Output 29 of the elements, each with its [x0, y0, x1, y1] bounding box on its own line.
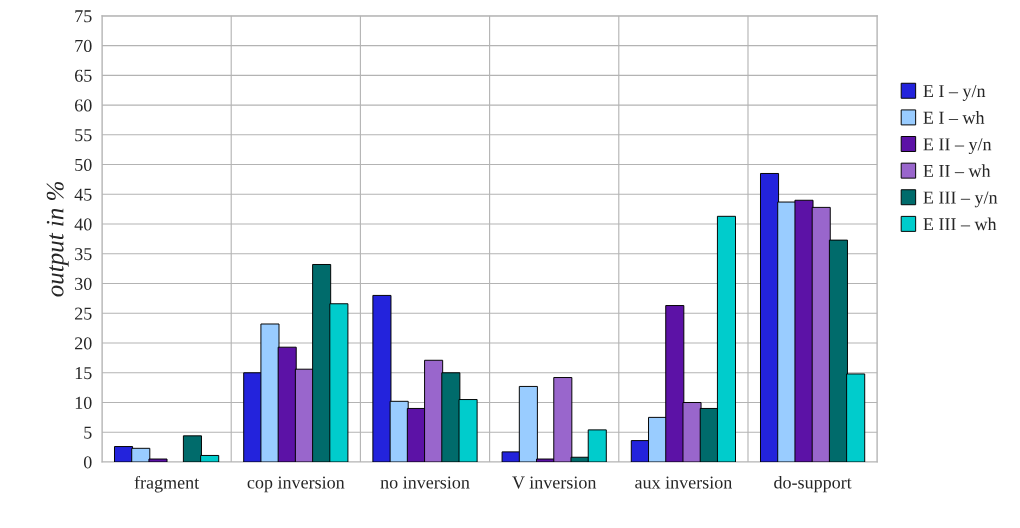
- y-tick-label: 55: [75, 129, 92, 142]
- y-tick-label: 45: [74, 188, 92, 201]
- legend-label: E II – y/n: [923, 138, 992, 155]
- y-tick-label: 40: [74, 218, 92, 231]
- x-tick-label: V inversion: [512, 476, 597, 489]
- legend-label: E II – wh: [923, 164, 991, 178]
- legend-label: E I – y/n: [923, 85, 986, 101]
- y-tick-label: 0: [83, 456, 92, 469]
- y-tick-label: 30: [75, 277, 92, 290]
- y-tick-label: 5: [84, 426, 92, 439]
- y-tick-label: 15: [75, 367, 92, 380]
- y-axis-title: output in %: [46, 182, 69, 297]
- x-tick-label: cop inversion: [247, 476, 345, 493]
- y-tick-label: 60: [75, 99, 92, 112]
- x-tick-label: do-support: [774, 475, 852, 493]
- legend-label: E III – wh: [923, 217, 997, 231]
- y-tick-label: 70: [75, 39, 92, 53]
- legend-label: E I – wh: [923, 111, 985, 124]
- x-tick-label: fragment: [134, 475, 200, 493]
- y-tick-label: 50: [75, 158, 92, 171]
- y-tick-label: 10: [75, 396, 92, 409]
- x-tick-label: no inversion: [380, 476, 470, 489]
- legend-label: E III – y/n: [923, 191, 998, 208]
- x-tick-label: aux inversion: [635, 476, 733, 489]
- y-tick-label: 65: [75, 69, 92, 82]
- y-tick-label: 35: [75, 248, 92, 261]
- y-tick-label: 20: [75, 337, 92, 350]
- y-tick-label: 75: [75, 10, 92, 23]
- y-tick-label: 25: [75, 307, 92, 320]
